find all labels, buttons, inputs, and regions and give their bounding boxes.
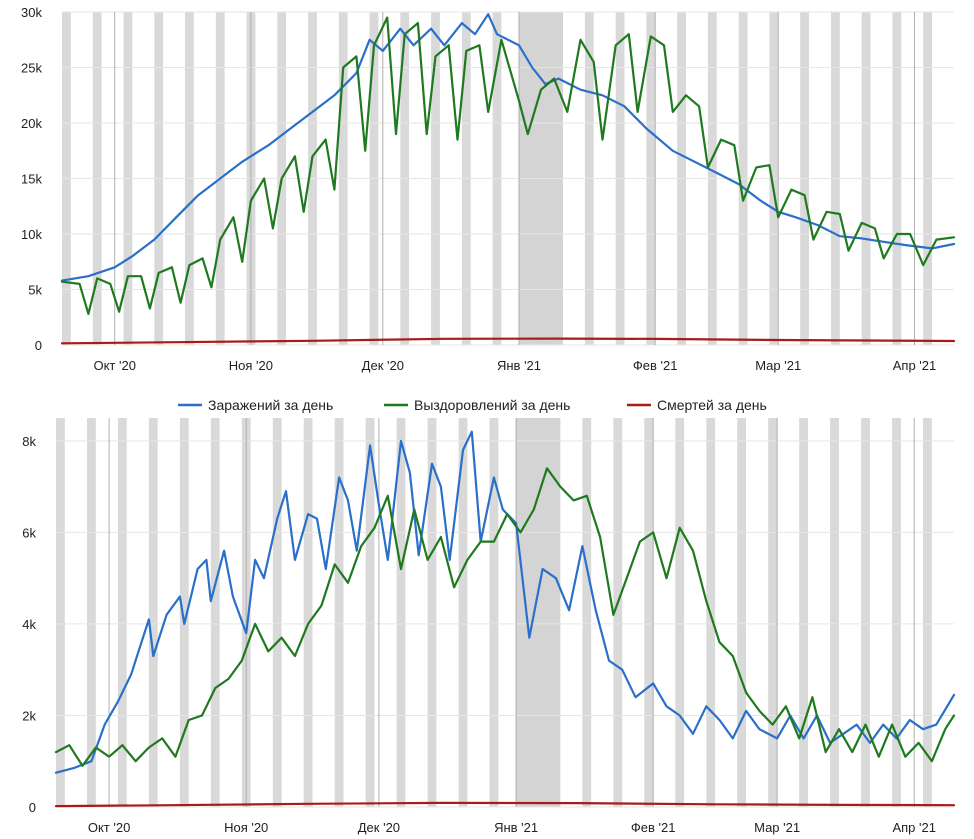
weekend-band	[737, 418, 746, 807]
y-tick-label: 6k	[22, 525, 36, 540]
weekend-band	[148, 418, 158, 807]
x-tick-label: Мар '21	[755, 358, 801, 373]
legend-deaths-label[interactable]: Смертей за день	[657, 397, 767, 413]
y-tick-label: 5k	[28, 283, 42, 298]
weekend-band	[365, 418, 375, 807]
weekend-band	[334, 418, 344, 807]
weekend-band	[892, 418, 901, 807]
weekend-band	[303, 418, 313, 807]
weekend-band	[582, 418, 592, 807]
weekend-band	[830, 418, 839, 807]
x-tick-label: Ноя '20	[229, 358, 273, 373]
y-tick-label: 30k	[21, 5, 42, 20]
weekend-band	[87, 418, 96, 807]
weekend-band	[799, 418, 808, 807]
x-tick-label: Дек '20	[362, 358, 404, 373]
y-tick-label: 25k	[21, 61, 42, 76]
y-tick-label: 0	[35, 338, 42, 353]
weekend-band	[396, 418, 406, 807]
weekend-band	[272, 418, 282, 807]
weekend-band	[489, 418, 499, 807]
y-tick-label: 2k	[22, 709, 36, 724]
infections-line	[60, 13, 956, 282]
x-tick-label: Мар '21	[754, 820, 800, 835]
deaths-line	[60, 337, 956, 345]
y-tick-label: 10k	[21, 227, 42, 242]
x-tick-label: Фев '21	[633, 358, 678, 373]
weekend-band	[861, 418, 870, 807]
weekend-band	[179, 418, 189, 807]
x-tick-label: Окт '20	[93, 358, 135, 373]
legend: Заражений за день Выздоровлений за день …	[178, 397, 767, 413]
weekend-band	[427, 418, 437, 807]
x-tick-label: Фев '21	[631, 820, 676, 835]
y-tick-label: 8k	[22, 434, 36, 449]
top-chart: 0 5k 10k 15k 20k 25k 30k Окт '20 Ноя '20 Дек '20 Я…	[21, 5, 956, 373]
infections-line	[54, 430, 956, 774]
weekend-band	[768, 418, 777, 807]
x-tick-label: Окт '20	[88, 820, 130, 835]
holiday-band	[516, 418, 561, 807]
y-tick-label: 4k	[22, 617, 36, 632]
x-tick-label: Дек '20	[358, 820, 400, 835]
weekend-band	[644, 418, 654, 807]
weekend-band	[458, 418, 468, 807]
x-tick-label: Апр '21	[893, 358, 937, 373]
recoveries-line	[54, 467, 956, 767]
legend-infections-label[interactable]: Заражений за день	[208, 397, 333, 413]
y-tick-label: 0	[29, 800, 36, 815]
deaths-line	[54, 801, 956, 808]
x-tick-label: Янв '21	[494, 820, 538, 835]
weekend-band	[675, 418, 685, 807]
bottom-chart: 0 2k 4k 6k 8k Окт '20 Ноя '20 Дек '20 Янв '21 Фев…	[22, 418, 956, 835]
x-tick-label: Ноя '20	[224, 820, 268, 835]
weekend-band	[210, 418, 220, 807]
y-tick-label: 20k	[21, 116, 42, 131]
x-tick-label: Апр '21	[892, 820, 936, 835]
weekend-band	[613, 418, 623, 807]
weekend-band	[56, 418, 65, 807]
recoveries-line	[60, 16, 956, 315]
x-tick-label: Янв '21	[497, 358, 541, 373]
weekend-band	[923, 418, 932, 807]
weekend-band	[117, 418, 127, 807]
legend-recoveries-label[interactable]: Выздоровлений за день	[414, 397, 570, 413]
y-tick-label: 15k	[21, 172, 42, 187]
